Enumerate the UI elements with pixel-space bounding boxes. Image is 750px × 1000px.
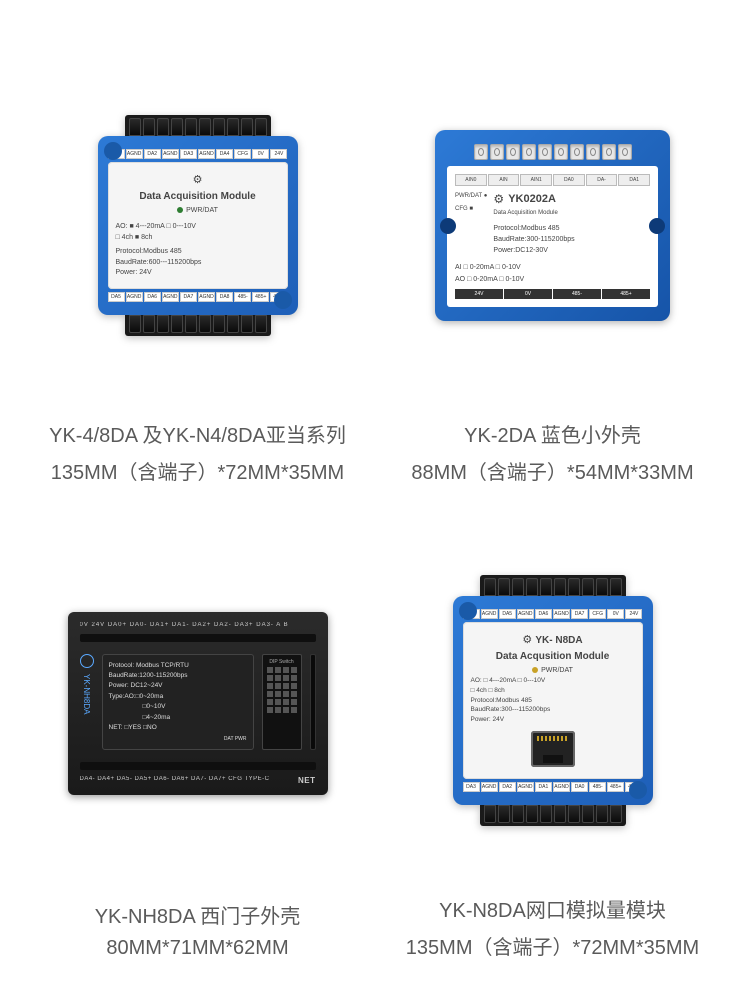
subtitle: Data Acquisition Module	[493, 209, 650, 219]
line-proto: Protocol:Modbus 485	[471, 696, 635, 706]
line-power: Power: 24V	[116, 268, 280, 279]
power: Power: DC12~24V	[109, 681, 247, 691]
product-cell-2: AIN0AINAIN1DA0DA-DA1 PWR/DAT ● CFG ■ ⚙YK…	[385, 50, 720, 485]
info-panel: AIN0AINAIN1DA0DA-DA1 PWR/DAT ● CFG ■ ⚙YK…	[447, 166, 658, 307]
product-title: YK-4/8DA 及YK-N4/8DA亚当系列	[49, 419, 346, 448]
header-strip: AIN0AINAIN1DA0DA-DA1	[455, 174, 650, 186]
baud: BaudRate:1200-115200bps	[109, 671, 247, 681]
left-brand: YK-NH8DA	[80, 654, 94, 751]
model: YK-NH8DA	[82, 674, 91, 714]
type2: □0~10V	[109, 702, 247, 712]
pwr-label: PWR/DAT	[186, 207, 218, 214]
product-title: YK-N8DA网口模拟量模块	[406, 894, 699, 923]
panel-title: Data Acquisition Module	[116, 189, 280, 204]
info-block: Protocol: Modbus TCP/RTU BaudRate:1200-1…	[102, 654, 254, 751]
module-body: DA4AGNDDA5AGNDDA6AGNDDA7CFG0V24V ⚙ YK- N…	[453, 596, 653, 805]
terminal-row	[447, 144, 658, 160]
pwr-label: PWR/DAT	[455, 193, 482, 199]
rj45-port	[531, 731, 575, 767]
product-image-3: 0V 24V DA0+ DA0- DA1+ DA1- DA2+ DA2- DA3…	[30, 525, 365, 882]
product-dims: 135MM（含端子）*72MM*35MM	[49, 456, 346, 485]
line-baud: BaudRate:300---115200bps	[471, 705, 635, 715]
power: Power:DC12-30V	[493, 245, 650, 256]
caption-4: YK-N8DA网口模拟量模块 135MM（含端子）*72MM*35MM	[406, 894, 699, 960]
module-body: DA1AGNDDA2AGNDDA3AGNDDA4CFG0V24V ⚙ Data …	[98, 136, 298, 315]
product-title: YK-NH8DA 西门子外壳	[95, 900, 301, 929]
pwr-label: PWR/DAT	[541, 667, 573, 674]
product-cell-1: DA1AGNDDA2AGNDDA3AGNDDA4CFG0V24V ⚙ Data …	[30, 50, 365, 485]
product-dims: 88MM（含端子）*54MM*33MM	[411, 456, 693, 485]
cfg-label: CFG	[455, 206, 468, 212]
proto: Protocol:Modbus 485	[493, 223, 650, 234]
net: NET: □YES □NO	[109, 723, 247, 733]
ao-line: AO □ 0-20mA □ 0-10V	[455, 274, 650, 285]
line-power: Power: 24V	[471, 715, 635, 725]
model: YK- N8DA	[535, 635, 582, 646]
model: YK0202A	[508, 191, 556, 209]
info-panel: ⚙ Data Acquisition Module PWR/DAT AO: ■ …	[108, 162, 288, 289]
product-title: YK-2DA 蓝色小外壳	[411, 419, 693, 448]
module-yk2da: AIN0AINAIN1DA0DA-DA1 PWR/DAT ● CFG ■ ⚙YK…	[435, 130, 670, 321]
baud: BaudRate:300-115200bps	[493, 234, 650, 245]
terminal-row-bottom	[480, 805, 626, 826]
module-yknh8da: 0V 24V DA0+ DA0- DA1+ DA1- DA2+ DA2- DA3…	[68, 612, 328, 796]
product-dims: 135MM（含端子）*72MM*35MM	[406, 931, 699, 960]
line-ao: AO: ■ 4---20mA □ 0---10V	[116, 222, 280, 233]
pin-labels-top: DA4AGNDDA5AGNDDA6AGNDDA7CFG0V24V	[463, 609, 643, 619]
dip-label: DIP Switch	[267, 659, 297, 665]
pin-labels-top: DA1AGNDDA2AGNDDA3AGNDDA4CFG0V24V	[108, 149, 288, 159]
ai-line: AI □ 0-20mA □ 0-10V	[455, 262, 650, 273]
info-panel: ⚙ YK- N8DA Data Acqusition Module PWR/DA…	[463, 622, 643, 779]
dip-switch: DIP Switch	[262, 654, 302, 751]
caption-2: YK-2DA 蓝色小外壳 88MM（含端子）*54MM*33MM	[411, 419, 693, 485]
product-cell-3: 0V 24V DA0+ DA0- DA1+ DA1- DA2+ DA2- DA3…	[30, 525, 365, 960]
datpwr: DAT PWR	[109, 735, 247, 743]
bottom-strip: 24V0V485-485+	[455, 289, 650, 299]
sd-slot	[310, 654, 316, 751]
product-image-4: DA4AGNDDA5AGNDDA6AGNDDA7CFG0V24V ⚙ YK- N…	[385, 525, 720, 876]
proto: Protocol: Modbus TCP/RTU	[109, 661, 247, 671]
pin-labels-bottom: DA3AGNDDA2AGNDDA1AGNDDA0485-485+485+	[463, 782, 643, 792]
line-ao: AO: □ 4---20mA □ 0---10V	[471, 676, 635, 686]
type3: □4~20ma	[109, 713, 247, 723]
terminal-row-top	[125, 115, 271, 136]
pin-labels-bottom: DA5AGNDDA6AGNDDA7AGNDDA8485-485+485+	[108, 292, 288, 302]
terminal-row-top	[480, 575, 626, 596]
product-dims: 80MM*71MM*62MM	[95, 937, 301, 960]
panel-title: Data Acqusition Module	[471, 649, 635, 664]
type: Type:AO:□0~20ma	[109, 692, 247, 702]
module-yk48da: DA1AGNDDA2AGNDDA3AGNDDA4CFG0V24V ⚙ Data …	[98, 115, 298, 336]
top-edge-labels: 0V 24V DA0+ DA0- DA1+ DA1- DA2+ DA2- DA3…	[80, 622, 316, 628]
product-image-2: AIN0AINAIN1DA0DA-DA1 PWR/DAT ● CFG ■ ⚙YK…	[385, 50, 720, 401]
module-ykn8da: DA4AGNDDA5AGNDDA6AGNDDA7CFG0V24V ⚙ YK- N…	[453, 575, 653, 826]
line-proto: Protocol:Modbus 485	[116, 247, 280, 258]
product-cell-4: DA4AGNDDA5AGNDDA6AGNDDA7CFG0V24V ⚙ YK- N…	[385, 525, 720, 960]
caption-1: YK-4/8DA 及YK-N4/8DA亚当系列 135MM（含端子）*72MM*…	[49, 419, 346, 485]
line-ch: □ 4ch □ 8ch	[471, 686, 635, 696]
terminal-row-bottom	[125, 315, 271, 336]
line-ch: □ 4ch ■ 8ch	[116, 233, 280, 244]
bottom-edge-labels: DA4- DA4+ DA5- DA5+ DA6- DA6+ DA7- DA7+ …	[80, 776, 316, 785]
product-image-1: DA1AGNDDA2AGNDDA3AGNDDA4CFG0V24V ⚙ Data …	[30, 50, 365, 401]
caption-3: YK-NH8DA 西门子外壳 80MM*71MM*62MM	[95, 900, 301, 960]
line-baud: BaudRate:600---115200bps	[116, 258, 280, 269]
